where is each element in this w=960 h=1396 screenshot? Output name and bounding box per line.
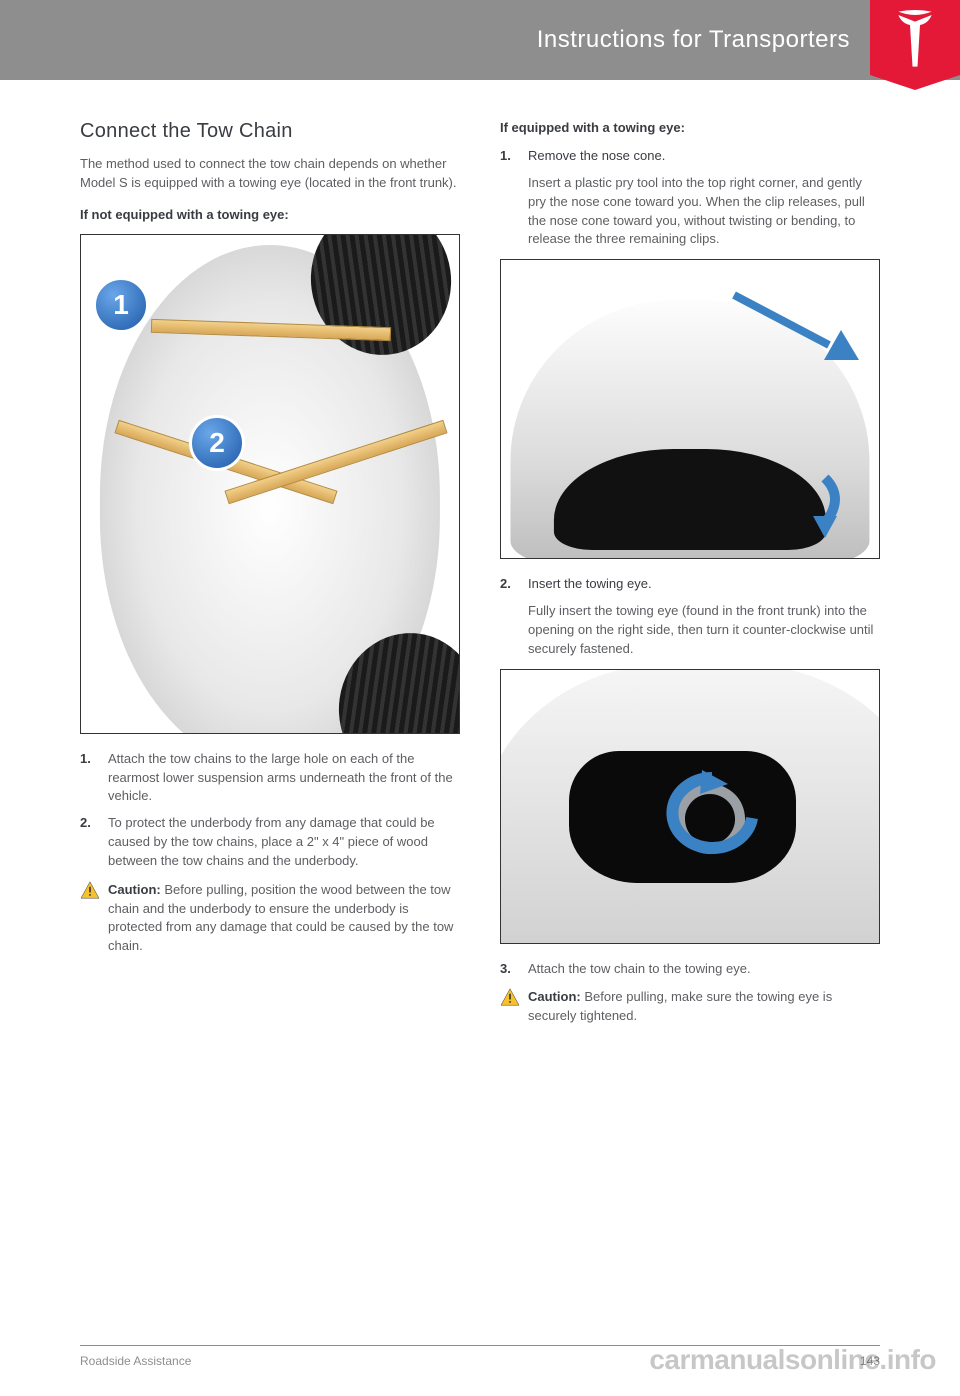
tesla-logo-icon xyxy=(890,10,940,70)
step-text: Attach the tow chain to the towing eye. xyxy=(528,960,880,979)
step-lead: Insert the towing eye. xyxy=(528,575,880,594)
step-item: 3. Attach the tow chain to the towing ey… xyxy=(500,960,880,979)
step-text: Fully insert the towing eye (found in th… xyxy=(528,602,880,659)
step-number: 2. xyxy=(500,575,528,658)
step-number: 3. xyxy=(500,960,528,979)
steps-equipped-c: 3. Attach the tow chain to the towing ey… xyxy=(500,960,880,979)
pry-arrow-icon xyxy=(729,290,869,410)
caution-text: Caution: Before pulling, make sure the t… xyxy=(528,988,880,1026)
step-item: 2. To protect the underbody from any dam… xyxy=(80,814,460,871)
page-title: Instructions for Transporters xyxy=(537,26,850,54)
step-body: Remove the nose cone. Insert a plastic p… xyxy=(528,147,880,249)
step-item: 2. Insert the towing eye. Fully insert t… xyxy=(500,575,880,658)
caution-block: Caution: Before pulling, make sure the t… xyxy=(500,988,880,1026)
step-text: Insert a plastic pry tool into the top r… xyxy=(528,174,880,249)
section-heading: Connect the Tow Chain xyxy=(80,120,460,143)
figure-towing-eye xyxy=(500,669,880,944)
caution-text: Caution: Before pulling, position the wo… xyxy=(108,881,460,956)
caution-label: Caution: xyxy=(528,989,581,1004)
caution-icon xyxy=(80,881,108,956)
callout-badge-2: 2 xyxy=(189,415,245,471)
subheading-not-equipped: If not equipped with a towing eye: xyxy=(80,207,460,222)
callout-badge-1: 1 xyxy=(93,277,149,333)
left-column: Connect the Tow Chain The method used to… xyxy=(80,120,460,1036)
step-number: 1. xyxy=(500,147,528,249)
rotate-arrows-icon xyxy=(652,768,772,868)
step-number: 2. xyxy=(80,814,108,871)
step-lead: Remove the nose cone. xyxy=(528,147,880,166)
footer-section: Roadside Assistance xyxy=(80,1354,191,1368)
caution-body: Before pulling, position the wood betwee… xyxy=(108,882,453,954)
figure-nose-cone xyxy=(500,259,880,559)
step-body: Insert the towing eye. Fully insert the … xyxy=(528,575,880,658)
steps-equipped-a: 1. Remove the nose cone. Insert a plasti… xyxy=(500,147,880,249)
step-text: To protect the underbody from any damage… xyxy=(108,814,460,871)
pull-arrow-icon xyxy=(795,468,855,538)
figure-underbody: 1 2 xyxy=(80,234,460,734)
step-item: 1. Attach the tow chains to the large ho… xyxy=(80,750,460,807)
step-number: 1. xyxy=(80,750,108,807)
step-item: 1. Remove the nose cone. Insert a plasti… xyxy=(500,147,880,249)
watermark-text: carmanualsonline.info xyxy=(649,1344,936,1376)
caution-label: Caution: xyxy=(108,882,161,897)
header-bar: Instructions for Transporters xyxy=(0,0,960,80)
subheading-equipped: If equipped with a towing eye: xyxy=(500,120,880,135)
right-column: If equipped with a towing eye: 1. Remove… xyxy=(500,120,880,1036)
caution-block: Caution: Before pulling, position the wo… xyxy=(80,881,460,956)
brand-badge xyxy=(870,0,960,90)
intro-text: The method used to connect the tow chain… xyxy=(80,155,460,193)
steps-not-equipped: 1. Attach the tow chains to the large ho… xyxy=(80,750,460,871)
caution-icon xyxy=(500,988,528,1026)
steps-equipped-b: 2. Insert the towing eye. Fully insert t… xyxy=(500,575,880,658)
content-area: Connect the Tow Chain The method used to… xyxy=(0,80,960,1036)
step-text: Attach the tow chains to the large hole … xyxy=(108,750,460,807)
